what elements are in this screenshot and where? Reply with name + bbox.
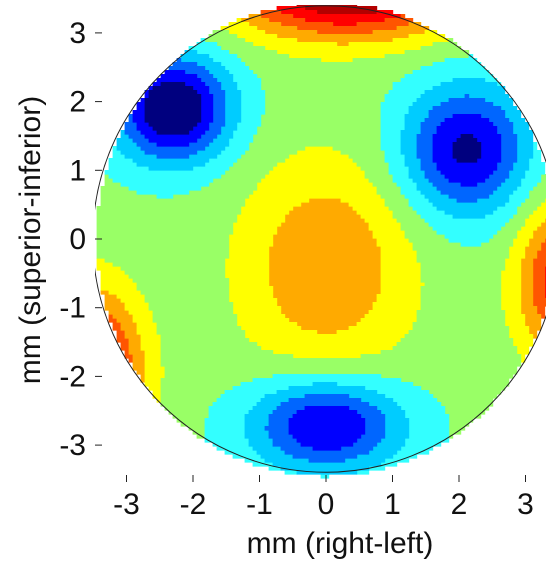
contour-band-1 (144, 82, 482, 163)
y-tick-label: -1 (59, 292, 86, 325)
x-axis-label: mm (right-left) (247, 527, 434, 560)
x-axis-ticks: -3 -2 -1 0 1 2 3 (113, 475, 534, 521)
y-tick-label: -2 (59, 360, 86, 393)
y-tick-label: 0 (69, 223, 86, 256)
x-tick-label: -3 (113, 488, 140, 521)
aperture-outline (95, 5, 546, 473)
y-tick-label: 2 (69, 86, 86, 119)
x-tick-label: 2 (451, 488, 468, 521)
x-tick-label: 0 (318, 488, 335, 521)
x-tick-label: -1 (246, 488, 273, 521)
plot-area (95, 5, 546, 479)
x-tick-label: 3 (517, 488, 534, 521)
y-tick-label: 3 (69, 17, 86, 50)
contour-band-6 (96, 30, 546, 439)
x-tick-label: 1 (384, 488, 401, 521)
y-tick-label: -3 (59, 429, 86, 462)
y-axis-ticks: -3 -2 -1 0 1 2 3 (59, 17, 102, 462)
y-axis-label: mm (superior-inferior) (14, 96, 47, 384)
contour-map (95, 5, 546, 479)
contour-band-4 (116, 50, 534, 475)
y-tick-label: 1 (69, 154, 86, 187)
contour-band-5 (104, 38, 546, 479)
x-tick-label: -2 (180, 488, 207, 521)
contour-band-3 (124, 58, 518, 463)
